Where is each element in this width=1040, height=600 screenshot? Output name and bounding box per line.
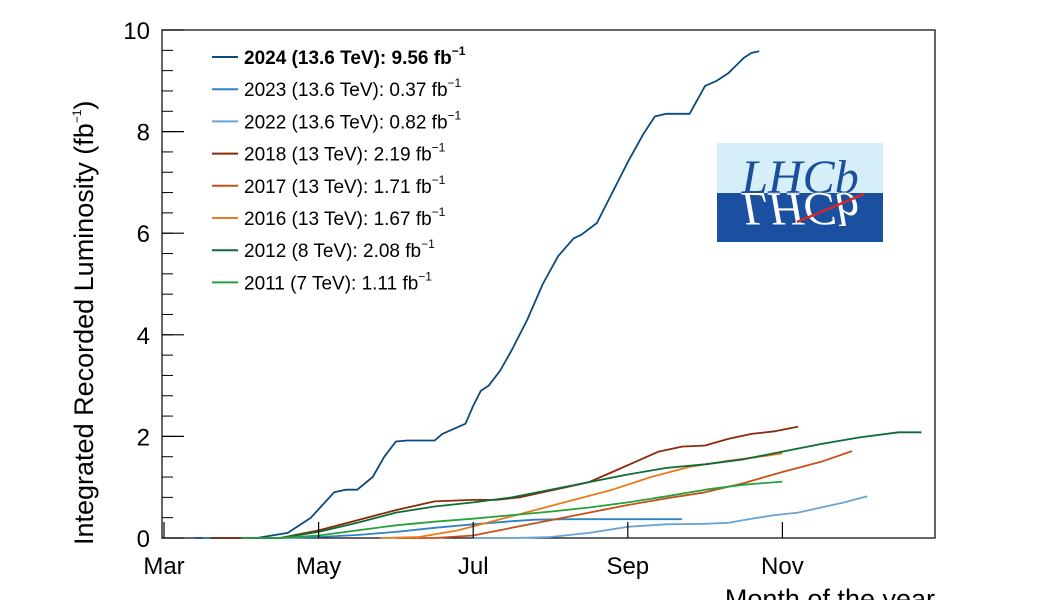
x-axis-title: Month of the year [725,584,935,600]
lhcb-logo-reflection: LHCb [740,182,858,235]
y-axis-title: Integrated Recorded Luminosity (fb−1) [69,101,99,545]
legend-label-2022: 2022 (13.6 TeV): 0.82 fb−1 [244,108,462,133]
legend-label-2016: 2016 (13 TeV): 1.67 fb−1 [244,205,446,230]
legend-label-2023: 2023 (13.6 TeV): 0.37 fb−1 [244,76,462,101]
y-tick-label: 0 [137,526,150,553]
x-tick-label: Mar [143,553,184,580]
y-axis-title-sup: −1 [70,109,84,123]
series-line-2023 [202,518,682,539]
lhcb-logo-slash [796,192,865,224]
lhcb-logo-text: LHCb [740,151,858,204]
y-axis-title-close: ) [69,101,99,110]
x-tick-label: May [296,553,341,580]
series-line-2022 [473,495,868,539]
series-line-2011 [241,480,783,539]
y-tick-label: 10 [123,18,150,45]
plot-frame [161,29,936,539]
lhcb-logo-bottom [717,193,883,242]
legend-label-2024: 2024 (13.6 TeV): 9.56 fb−1 [244,44,466,69]
series-line-2012 [241,431,922,539]
legend-label-2012: 2012 (8 TeV): 2.08 fb−1 [244,237,435,262]
legend-label-2017: 2017 (13 TeV): 1.71 fb−1 [244,173,446,198]
y-axis-title-main: Integrated Recorded Luminosity (fb [69,123,99,545]
y-tick-label: 8 [137,120,150,147]
y-tick-label: 6 [137,221,150,248]
x-tick-label: Jul [458,553,489,580]
lhcb-logo-top [717,143,883,193]
y-tick-label: 4 [137,323,150,350]
series-line-2016 [380,452,783,539]
y-tick-label: 2 [137,424,150,451]
x-tick-label: Sep [606,553,649,580]
x-tick-label: Nov [761,553,804,580]
series-line-2024 [194,50,760,539]
legend-label-2011: 2011 (7 TeV): 1.11 fb−1 [244,269,432,294]
legend-label-2018: 2018 (13 TeV): 2.19 fb−1 [244,141,446,166]
